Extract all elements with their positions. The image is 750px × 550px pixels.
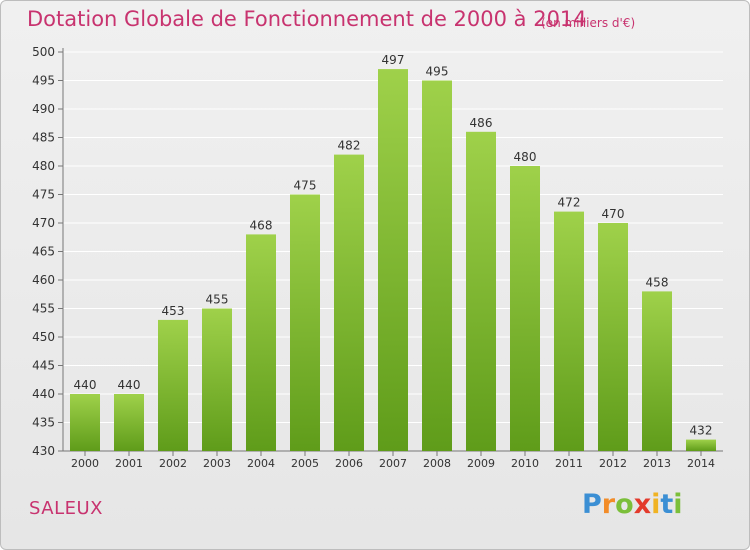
bar [686,439,716,451]
x-tick-label: 2000 [71,457,99,470]
proxiti-logo[interactable]: Proxiti [582,489,683,521]
bar [334,154,364,451]
x-tick-label: 2011 [555,457,583,470]
bars [70,69,716,452]
chart-title: Dotation Globale de Fonctionnement de 20… [27,7,587,31]
y-tick-label: 465 [32,245,55,259]
value-label: 453 [162,304,185,318]
x-tick-label: 2005 [291,457,319,470]
bar [510,166,540,451]
value-label: 440 [74,378,97,392]
bar [422,80,452,451]
x-tick-label: 2002 [159,457,187,470]
logo-letter: x [633,489,652,520]
x-tick-label: 2009 [467,457,495,470]
value-label: 482 [338,139,361,153]
value-label: 458 [646,275,669,289]
value-label: 475 [294,179,317,193]
value-label: 432 [690,424,713,438]
value-label: 497 [382,53,405,67]
y-tick-label: 500 [32,45,55,59]
y-tick-label: 455 [32,302,55,316]
x-tick-label: 2001 [115,457,143,470]
logo-letter: i [651,489,661,520]
value-label: 486 [470,116,493,130]
bar [598,223,628,451]
x-tick-label: 2014 [687,457,715,470]
y-tick-label: 450 [32,330,55,344]
commune-name: SALEUX [29,498,103,519]
logo-letter: r [601,489,616,520]
x-tick-label: 2003 [203,457,231,470]
x-tick-label: 2013 [643,457,671,470]
x-tick-label: 2008 [423,457,451,470]
value-label: 468 [250,218,273,232]
x-tick-label: 2006 [335,457,363,470]
y-tick-label: 490 [32,102,55,116]
value-label: 455 [206,293,229,307]
x-tick-label: 2012 [599,457,627,470]
value-label: 440 [118,378,141,392]
y-tick-label: 460 [32,273,55,287]
logo-letter: o [615,489,634,520]
y-tick-label: 495 [32,74,55,88]
value-label: 470 [602,207,625,221]
bar [466,131,496,452]
bar [70,394,100,451]
logo-letter: P [582,489,602,520]
bar [246,234,276,451]
logo-letter: i [673,489,683,520]
x-tick-label: 2007 [379,457,407,470]
y-tick-label: 475 [32,188,55,202]
value-label: 472 [558,196,581,210]
x-tick-label: 2004 [247,457,275,470]
x-tick-label: 2010 [511,457,539,470]
bar [554,211,584,451]
y-tick-label: 435 [32,416,55,430]
value-labels: 440 440 453 455 468 475 482 497 495 486 480 472 470 4… [74,53,713,438]
bar [290,194,320,451]
y-tick-label: 470 [32,216,55,230]
axes: 430 435 440 445 450 455 460 465 470 475 480 485 490 4… [32,45,723,470]
bar [202,308,232,451]
y-tick-label: 445 [32,359,55,373]
logo-letter: t [660,489,674,520]
value-label: 480 [514,150,537,164]
bar [114,394,144,451]
y-tick-label: 440 [32,387,55,401]
y-tick-label: 480 [32,159,55,173]
bar [642,291,672,451]
bar [158,319,188,451]
bar [378,69,408,451]
y-tick-label: 430 [32,444,55,458]
value-label: 495 [426,65,449,79]
y-tick-label: 485 [32,131,55,145]
chart-unit-note: (en milliers d'€) [541,16,636,30]
